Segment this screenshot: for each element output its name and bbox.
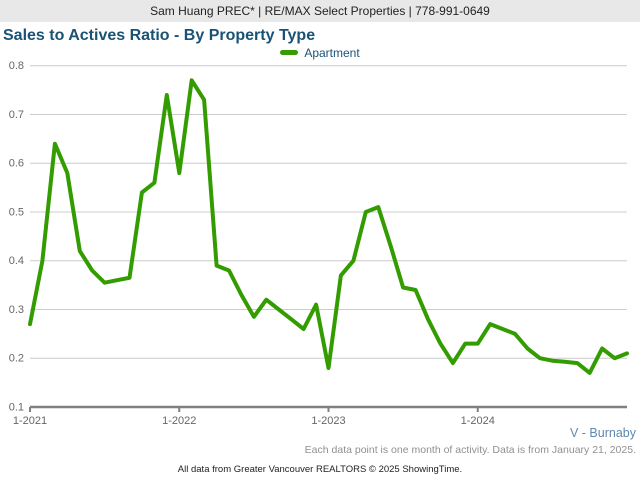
legend: Apartment bbox=[0, 46, 640, 60]
attribution-text: All data from Greater Vancouver REALTORS… bbox=[177, 464, 463, 475]
x-tick-label: 1-2022 bbox=[162, 415, 196, 427]
x-tick-label: 1-2021 bbox=[13, 415, 47, 427]
y-tick-label: 0.7 bbox=[9, 109, 24, 121]
data-note: Each data point is one month of activity… bbox=[304, 444, 636, 456]
legend-label-apartment: Apartment bbox=[304, 46, 360, 60]
y-tick-label: 0.4 bbox=[9, 255, 24, 267]
y-tick-label: 0.8 bbox=[9, 60, 24, 72]
y-tick-label: 0.1 bbox=[9, 402, 24, 414]
region-label: V - Burnaby bbox=[569, 426, 636, 440]
page-title: Sales to Actives Ratio - By Property Typ… bbox=[3, 27, 316, 44]
header-text: Sam Huang PREC* | RE/MAX Select Properti… bbox=[150, 4, 490, 18]
y-tick-label: 0.3 bbox=[9, 304, 24, 316]
legend-swatch-apartment bbox=[280, 50, 299, 55]
y-tick-label: 0.5 bbox=[9, 206, 24, 218]
series-line-apartment bbox=[28, 78, 629, 375]
y-tick-label: 0.6 bbox=[9, 158, 24, 170]
x-tick-label: 1-2024 bbox=[461, 415, 495, 427]
header-bar: Sam Huang PREC* | RE/MAX Select Properti… bbox=[0, 0, 640, 22]
y-tick-label: 0.2 bbox=[9, 353, 24, 365]
x-tick-label: 1-2023 bbox=[311, 415, 345, 427]
